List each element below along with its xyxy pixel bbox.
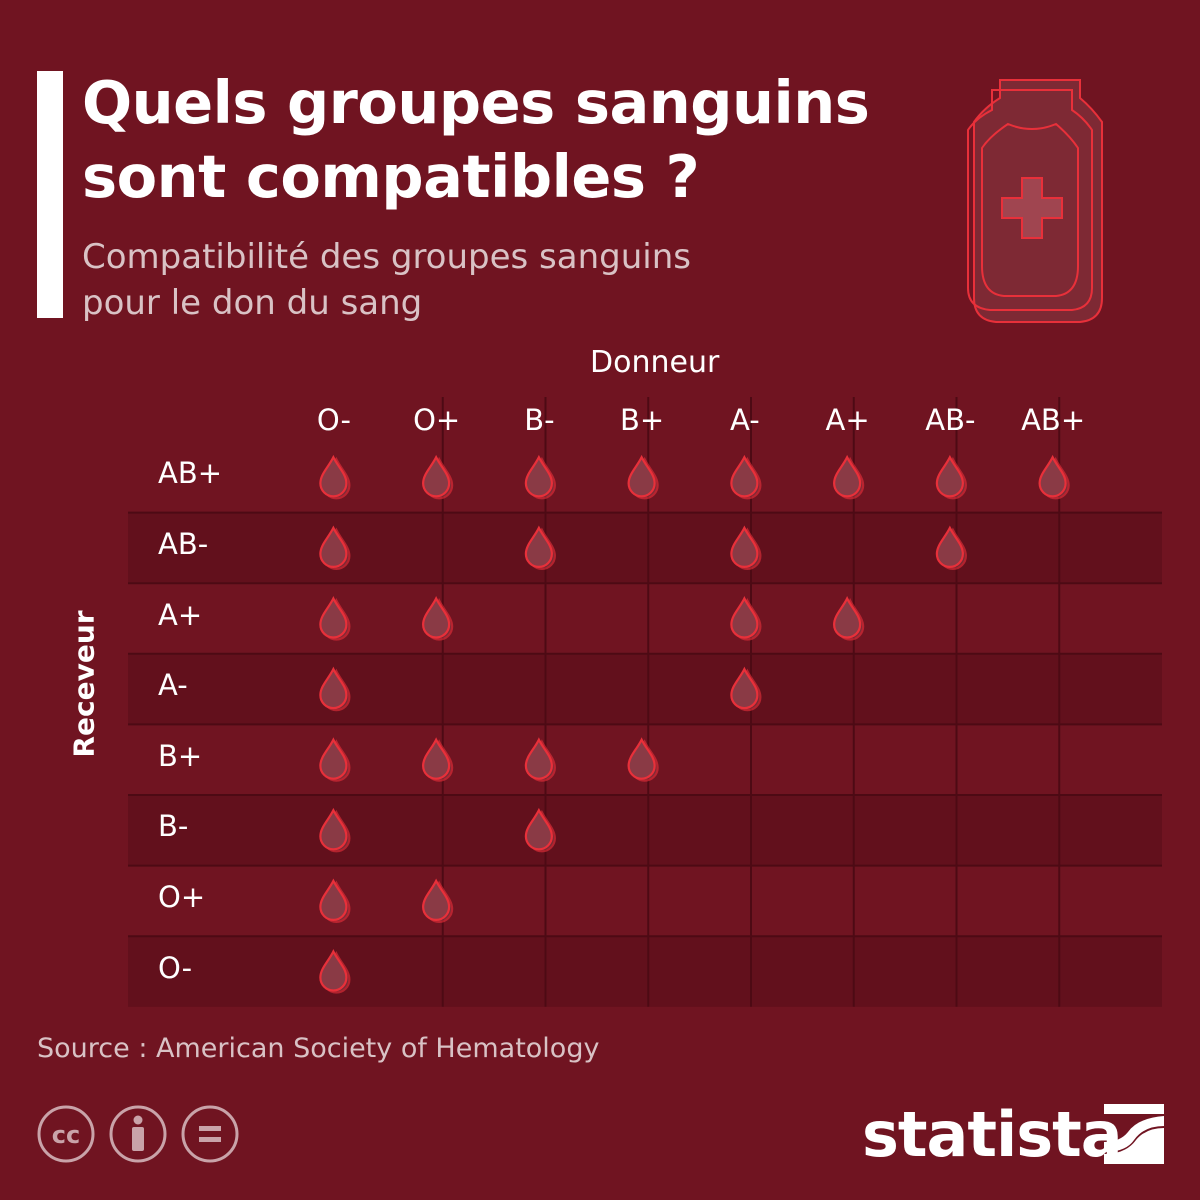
table-row: [128, 795, 1162, 866]
recipient-row-label: O-: [158, 950, 193, 985]
page-title: Quels groupes sanguins sont compatibles …: [82, 66, 942, 214]
blood-drop-icon: [1038, 454, 1070, 500]
blood-drop-icon: [730, 666, 762, 712]
donor-column-label: AB+: [1021, 403, 1086, 437]
subtitle-line-1: Compatibilité des groupes sanguins: [82, 237, 691, 277]
recipient-row-label: B+: [158, 738, 203, 773]
blood-drop-icon: [319, 737, 351, 782]
table-row: [128, 583, 1162, 654]
blood-drop-icon: [319, 807, 351, 853]
blood-drop-icon: [319, 949, 351, 994]
compatibility-grid: [128, 397, 1162, 1007]
blood-drop-icon: [627, 454, 659, 500]
page-subtitle: Compatibilité des groupes sanguins pour …: [82, 234, 782, 326]
svg-text:cc: cc: [52, 1121, 80, 1149]
donor-column-label: A+: [825, 403, 870, 437]
blood-drop-icon: [935, 525, 967, 570]
blood-drop-icon: [833, 596, 865, 641]
blood-drop-icon: [935, 454, 967, 500]
table-row: [128, 512, 1162, 584]
recipient-row-label: A+: [158, 597, 203, 632]
recipient-row-label: AB-: [158, 526, 209, 561]
title-accent-bar: [37, 71, 63, 318]
compatibility-table: O- O+ B- B+ A- A+ AB- AB+ AB+ AB- A+ A- B+ B- O+ O-: [128, 397, 1162, 1007]
blood-drop-icon: [319, 454, 351, 500]
recipient-axis-label: Receveur: [67, 610, 101, 758]
donor-column-label: A-: [730, 403, 760, 437]
donor-column-label: O+: [413, 403, 461, 437]
recipient-row-label: A-: [158, 668, 188, 703]
attribution-icon: [109, 1105, 167, 1163]
table-row: [128, 936, 1162, 1007]
donor-column-label: O-: [316, 403, 351, 437]
blood-drop-icon: [627, 737, 659, 782]
blood-drop-icon: [422, 737, 454, 782]
blood-drop-icon: [730, 454, 762, 500]
blood-drop-icon: [319, 666, 351, 712]
table-row: [128, 653, 1162, 725]
blood-drop-icon: [422, 596, 454, 641]
donor-column-label: B-: [524, 403, 555, 437]
blood-drop-icon: [422, 878, 454, 923]
statista-logo-text: statista: [862, 1098, 1123, 1171]
recipient-row-label: O+: [158, 879, 206, 914]
source-note: Source : American Society of Hematology: [37, 1033, 600, 1064]
blood-drop-icon: [319, 878, 351, 923]
blood-drop-icon: [730, 596, 762, 641]
blood-bag-icon: [967, 79, 1103, 323]
table-row: [128, 865, 1162, 937]
blood-drop-icon: [833, 454, 865, 500]
blood-drop-icon: [319, 525, 351, 570]
blood-drop-icon: [422, 454, 454, 500]
donor-column-label: B+: [620, 403, 665, 437]
blood-drop-icon: [730, 525, 762, 570]
title-line-1: Quels groupes sanguins: [82, 68, 870, 137]
no-derivatives-icon: [181, 1105, 239, 1163]
blood-drop-icon: [524, 454, 556, 500]
blood-drop-icon: [524, 807, 556, 853]
statista-logo-icon: [1104, 1104, 1164, 1164]
recipient-row-label: AB+: [158, 456, 223, 491]
blood-drop-icon: [524, 737, 556, 782]
donor-column-label: AB-: [925, 403, 976, 437]
license-icons: cc: [37, 1105, 239, 1163]
cc-icon: cc: [37, 1105, 95, 1163]
subtitle-line-2: pour le don du sang: [82, 283, 423, 323]
donor-axis-label: Donneur: [590, 345, 720, 380]
blood-drop-icon: [319, 596, 351, 641]
title-line-2: sont compatibles ?: [82, 142, 700, 211]
recipient-row-label: B-: [158, 809, 189, 844]
blood-drop-icon: [524, 525, 556, 570]
